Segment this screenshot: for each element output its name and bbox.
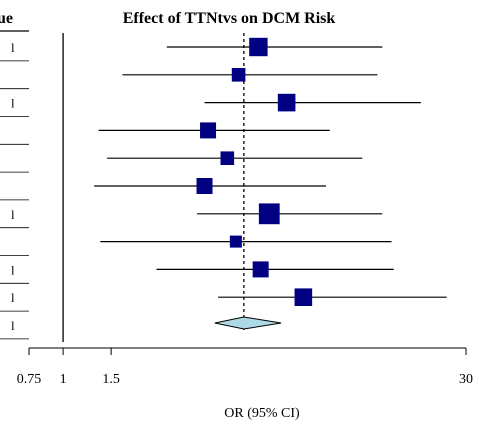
study-box bbox=[249, 37, 268, 57]
summary-diamond bbox=[214, 316, 282, 330]
study-box bbox=[252, 261, 269, 278]
study-box bbox=[200, 122, 217, 139]
row-label: l bbox=[11, 96, 15, 111]
row-label: l bbox=[11, 290, 15, 305]
study-box bbox=[229, 235, 242, 248]
row-label: l bbox=[11, 207, 15, 222]
x-tick-label: 1.5 bbox=[102, 372, 120, 387]
study-box bbox=[220, 151, 235, 165]
x-tick-label: 0.75 bbox=[17, 372, 42, 387]
chart-title: Effect of TTNtvs on DCM Risk bbox=[123, 10, 336, 27]
study-estimates bbox=[94, 37, 447, 306]
row-label: l bbox=[11, 262, 15, 277]
x-axis-ticks: 0.75 1 1.5 30 bbox=[17, 348, 473, 387]
row-label: l bbox=[11, 318, 15, 333]
row-label: l bbox=[11, 40, 15, 55]
study-box bbox=[277, 93, 296, 112]
column-header-fragment: ue bbox=[0, 10, 13, 27]
study-box bbox=[231, 68, 246, 82]
study-box bbox=[258, 203, 280, 225]
x-tick-label: 1 bbox=[60, 372, 67, 387]
study-box bbox=[294, 288, 313, 306]
x-axis-label: OR (95% CI) bbox=[224, 406, 300, 421]
study-box bbox=[196, 178, 213, 194]
x-tick-label: 30 bbox=[459, 372, 473, 387]
